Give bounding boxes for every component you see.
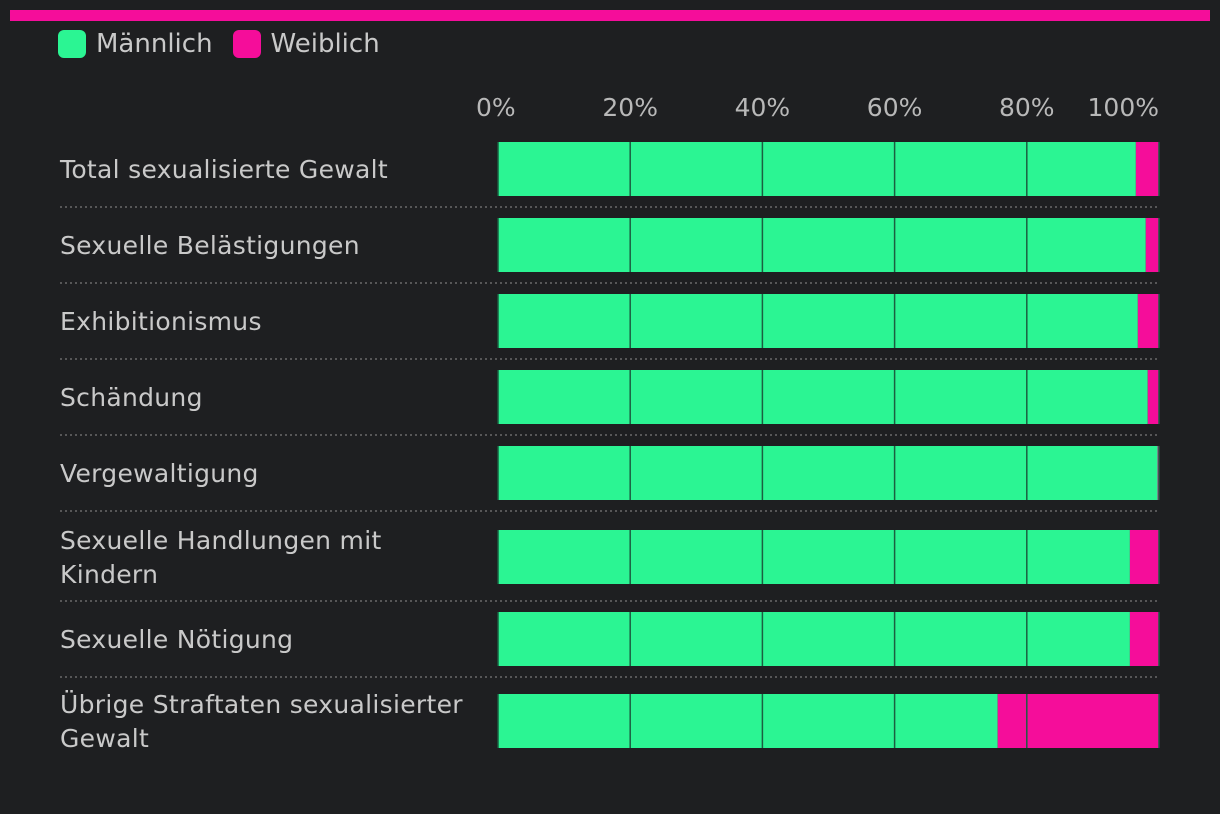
category-label: Gewalt — [60, 724, 149, 753]
bar-segment-male — [498, 530, 1130, 584]
x-tick-label: 100% — [1088, 93, 1159, 122]
bar-segment-female — [1145, 218, 1159, 272]
bar-segment-male — [498, 694, 998, 748]
legend-item-male[interactable]: Männlich — [58, 29, 213, 59]
bar-segment-female — [1137, 294, 1159, 348]
bar-segment-male — [498, 218, 1146, 272]
x-tick-label: 80% — [999, 93, 1055, 122]
legend-label-male: Männlich — [96, 29, 213, 59]
bar-segment-male — [498, 294, 1138, 348]
legend-label-female: Weiblich — [270, 29, 380, 59]
category-label: Sexuelle Nötigung — [60, 625, 293, 654]
x-tick-label: 20% — [602, 93, 658, 122]
bar-segment-female — [997, 694, 1159, 748]
category-label: Übrige Straftaten sexualisierter — [60, 690, 463, 719]
x-tick-label: 40% — [735, 93, 791, 122]
x-tick-label: 60% — [867, 93, 923, 122]
bar-segment-female — [1129, 612, 1159, 666]
bar-segment-female — [1135, 142, 1159, 196]
bar-segment-male — [498, 446, 1158, 500]
bar-segment-male — [498, 142, 1136, 196]
category-label: Schändung — [60, 383, 203, 412]
category-label: Sexuelle Handlungen mit — [60, 526, 382, 555]
legend: Männlich Weiblich — [58, 28, 400, 60]
category-label: Exhibitionismus — [60, 307, 262, 336]
legend-swatch-male — [58, 30, 86, 58]
category-label: Sexuelle Belästigungen — [60, 231, 360, 260]
bar-segment-female — [1147, 370, 1159, 424]
legend-item-female[interactable]: Weiblich — [232, 29, 380, 59]
legend-swatch-female — [232, 30, 261, 58]
bar-segment-male — [498, 370, 1148, 424]
bar-segment-male — [498, 612, 1130, 666]
bar-segment-female — [1129, 530, 1159, 584]
category-label: Total sexualisierte Gewalt — [59, 155, 388, 184]
category-label: Vergewaltigung — [60, 459, 259, 488]
x-tick-label: 0% — [476, 93, 516, 122]
category-label: Kindern — [60, 560, 158, 589]
top-accent-bar — [10, 10, 1210, 21]
